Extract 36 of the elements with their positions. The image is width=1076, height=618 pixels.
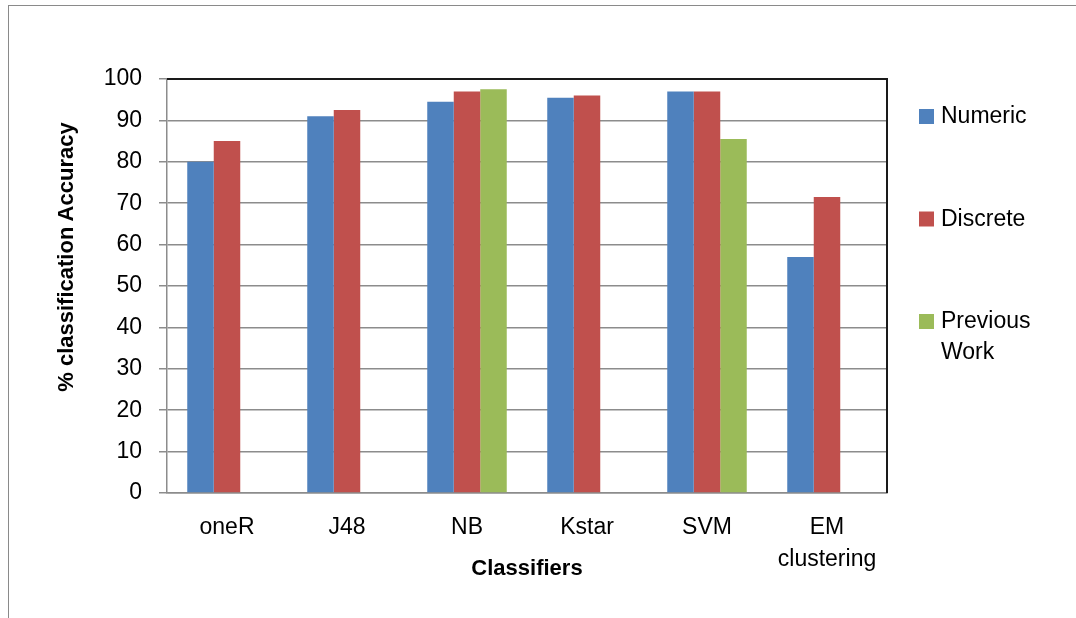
y-tick-label: 10	[116, 436, 142, 463]
bar	[453, 91, 481, 493]
x-tick-label: EM clustering	[777, 513, 877, 572]
legend-label: Numeric	[941, 102, 1027, 129]
y-tick-label: 60	[116, 229, 142, 256]
y-tick-label: 80	[116, 147, 142, 174]
x-tick-label: Kstar	[560, 513, 615, 540]
bar	[667, 91, 694, 493]
y-tick-label: 90	[116, 105, 142, 132]
bar	[480, 89, 507, 493]
y-axis-title: % classification Accuracy	[53, 121, 79, 392]
x-tick-label: NB	[451, 513, 483, 540]
legend-label: Previous Work	[941, 307, 1031, 365]
y-tick-label: 70	[116, 188, 142, 215]
y-tick-label: 40	[116, 312, 142, 339]
bar	[333, 110, 361, 493]
y-tick-label: 100	[103, 64, 142, 91]
x-tick-label: J48	[328, 513, 366, 540]
bar	[307, 116, 334, 493]
bar	[813, 196, 841, 493]
bar	[573, 95, 601, 493]
x-axis-title: Classifiers	[471, 554, 583, 580]
bar	[427, 101, 454, 493]
bar	[547, 97, 574, 493]
bar	[187, 161, 214, 493]
x-tick-label: oneR	[199, 513, 255, 540]
x-tick-label: SVM	[682, 513, 732, 540]
y-tick-label: 30	[116, 354, 142, 381]
bar	[213, 141, 241, 493]
bar	[720, 139, 747, 493]
bar	[693, 91, 721, 493]
y-tick-label: 50	[116, 271, 142, 298]
bar	[787, 257, 814, 493]
y-tick-label: 0	[129, 478, 142, 505]
legend-label: Discrete	[941, 204, 1026, 231]
y-tick-label: 20	[116, 395, 142, 422]
